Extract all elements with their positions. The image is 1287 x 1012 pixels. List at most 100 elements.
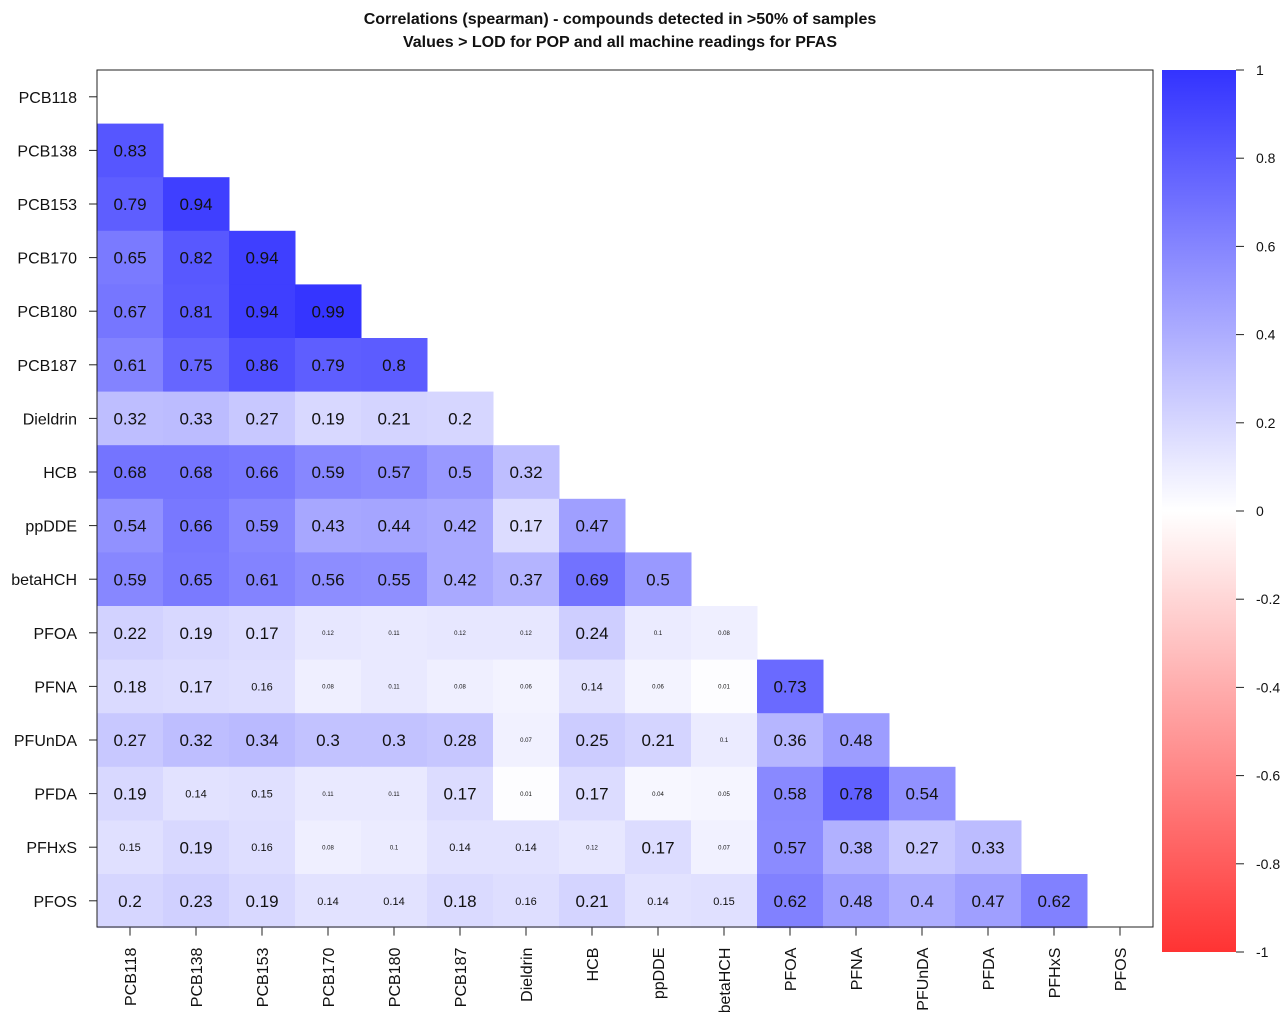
cell-value-label: 0.37 <box>509 570 542 589</box>
cell-value-label: 0.17 <box>179 678 212 697</box>
cell-value-label: 0.23 <box>179 892 212 911</box>
cell-value-label: 0.19 <box>113 785 146 804</box>
heatmap-cell <box>493 874 560 929</box>
heatmap-cell <box>559 874 626 929</box>
cell-value-label: 0.08 <box>454 685 466 691</box>
x-tick-label: PFOA <box>783 947 800 991</box>
cell-value-label: 0.66 <box>179 517 212 536</box>
cell-value-label: 0.11 <box>388 685 400 691</box>
heatmap-cell <box>229 338 296 393</box>
heatmap-cell <box>559 498 626 553</box>
cell-value-label: 0.1 <box>720 738 729 744</box>
heatmap-cell <box>427 820 494 875</box>
cell-value-label: 0.57 <box>773 838 806 857</box>
cell-value-label: 0.78 <box>839 785 872 804</box>
heatmap-cell <box>427 766 494 821</box>
heatmap-cell <box>559 820 626 875</box>
heatmap-cell <box>97 606 164 661</box>
cell-value-label: 0.32 <box>179 731 212 750</box>
heatmap-cell <box>97 552 164 607</box>
cell-value-label: 0.14 <box>185 789 206 801</box>
heatmap-cell <box>823 820 890 875</box>
cell-value-label: 0.16 <box>251 681 272 693</box>
cell-value-label: 0.01 <box>520 792 532 798</box>
cell-value-label: 0.5 <box>448 463 472 482</box>
heatmap-cell <box>493 659 560 714</box>
heatmap-cell <box>295 338 362 393</box>
colorbar-gradient <box>1162 70 1236 952</box>
cell-value-label: 0.07 <box>718 845 730 851</box>
cell-value-label: 0.59 <box>245 517 278 536</box>
y-tick-label: PCB118 <box>19 90 78 107</box>
cell-value-label: 0.36 <box>773 731 806 750</box>
y-tick-label: PFOA <box>33 626 77 643</box>
heatmap-cell <box>295 874 362 929</box>
cell-value-label: 0.75 <box>179 356 212 375</box>
y-tick-label: PCB138 <box>17 143 77 160</box>
y-tick-label: Dieldrin <box>23 411 77 428</box>
heatmap-cell <box>361 820 428 875</box>
heatmap-cell <box>229 284 296 339</box>
heatmap-cell <box>691 606 758 661</box>
heatmap-cell <box>559 713 626 768</box>
cell-value-label: 0.44 <box>377 517 410 536</box>
heatmap-cell <box>229 874 296 929</box>
heatmap-cell <box>229 713 296 768</box>
cell-value-label: 0.2 <box>118 892 142 911</box>
heatmap-cell <box>229 659 296 714</box>
cell-value-label: 0.19 <box>311 410 344 429</box>
cell-value-label: 0.79 <box>113 195 146 214</box>
cell-value-label: 0.69 <box>575 570 608 589</box>
heatmap-cell <box>625 820 692 875</box>
heatmap-cell <box>97 766 164 821</box>
heatmap-cell <box>229 498 296 553</box>
x-tick-label: PCB180 <box>387 947 404 1007</box>
heatmap-cell <box>955 874 1022 929</box>
cell-value-label: 0.11 <box>388 631 400 637</box>
colorbar-tick-label: 0.8 <box>1256 150 1276 166</box>
heatmap-cell <box>97 338 164 393</box>
x-tick-label: PCB138 <box>189 947 206 1007</box>
colorbar-tick-label: -0.4 <box>1256 679 1280 695</box>
heatmap-cell <box>559 606 626 661</box>
cell-value-label: 0.27 <box>905 838 938 857</box>
cell-value-label: 0.21 <box>575 892 608 911</box>
cell-value-label: 0.12 <box>454 631 466 637</box>
x-tick-label: betaHCH <box>717 948 734 1012</box>
colorbar-tick-label: 1 <box>1256 62 1264 78</box>
cell-value-label: 0.99 <box>311 302 344 321</box>
cell-value-label: 0.66 <box>245 463 278 482</box>
cell-value-label: 0.43 <box>311 517 344 536</box>
cell-value-label: 0.17 <box>245 624 278 643</box>
y-tick-label: HCB <box>43 465 77 482</box>
heatmap-cell <box>889 820 956 875</box>
cell-value-label: 0.19 <box>245 892 278 911</box>
cell-value-label: 0.2 <box>448 410 472 429</box>
heatmap-cell <box>97 713 164 768</box>
heatmap-cell <box>163 713 230 768</box>
cell-value-label: 0.17 <box>509 517 542 536</box>
cell-value-label: 0.15 <box>713 896 734 908</box>
cell-value-label: 0.3 <box>382 731 406 750</box>
heatmap-cell <box>229 230 296 285</box>
cell-value-label: 0.14 <box>317 896 338 908</box>
x-tick-label: ppDDE <box>651 948 668 1000</box>
cell-value-label: 0.07 <box>520 738 532 744</box>
heatmap-cell <box>163 552 230 607</box>
heatmap-cell <box>163 391 230 446</box>
x-tick-label: HCB <box>585 948 602 982</box>
heatmap-cell <box>625 659 692 714</box>
heatmap-cell <box>229 606 296 661</box>
cell-value-label: 0.14 <box>449 842 470 854</box>
heatmap-cell <box>493 552 560 607</box>
y-tick-label: PFDA <box>34 787 77 804</box>
heatmap-cell <box>163 498 230 553</box>
cell-value-label: 0.12 <box>322 631 334 637</box>
cell-value-label: 0.5 <box>646 570 670 589</box>
heatmap-cell <box>295 659 362 714</box>
cell-value-label: 0.17 <box>641 838 674 857</box>
colorbar-tick-label: -1 <box>1256 944 1269 960</box>
heatmap-cell <box>295 445 362 500</box>
y-tick-label: PCB153 <box>17 197 77 214</box>
heatmap-cell <box>361 498 428 553</box>
